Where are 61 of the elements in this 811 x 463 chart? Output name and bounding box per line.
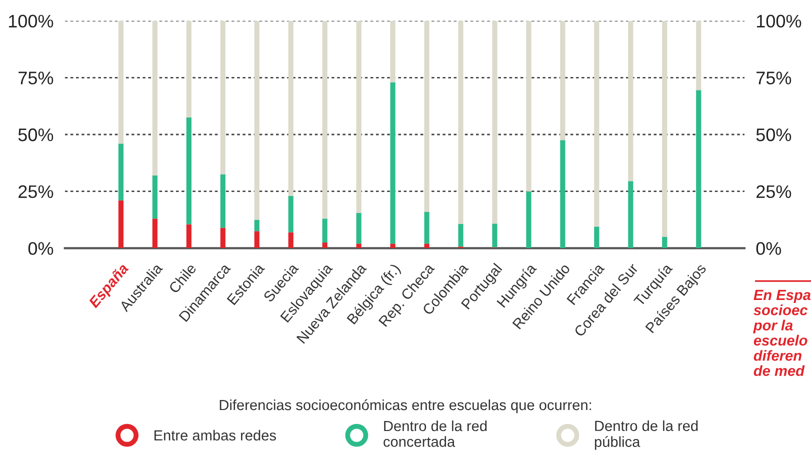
legend-label: Entre ambas redes <box>154 430 276 441</box>
bar <box>322 20 328 219</box>
y-tick-label: 50% <box>18 128 54 142</box>
y2-tick-label: 0% <box>756 242 782 255</box>
bar <box>390 82 396 244</box>
y-tick-label: 25% <box>18 185 54 198</box>
bar <box>220 20 226 174</box>
bar <box>560 140 566 248</box>
bar <box>492 224 498 248</box>
bar <box>220 228 226 248</box>
bar <box>356 212 362 244</box>
y-tick-label: 75% <box>18 72 54 84</box>
bar <box>356 244 362 248</box>
bar <box>152 20 158 176</box>
bar <box>254 20 260 220</box>
bar <box>152 175 158 219</box>
y-tick-label: 0% <box>28 242 54 255</box>
bar <box>526 191 532 248</box>
bar <box>424 212 430 244</box>
bar <box>356 20 362 213</box>
legend-title: Diferencias socioeconómicas entre escuelas que ocurren: <box>220 399 592 414</box>
bar <box>594 20 600 227</box>
bar <box>662 236 668 248</box>
bar <box>696 90 702 248</box>
bar <box>628 181 634 248</box>
bar <box>118 200 124 248</box>
bar <box>594 226 600 248</box>
legend-label: Dentro de la red concertada <box>384 420 487 447</box>
y-tick-label: 100% <box>8 14 54 28</box>
bar <box>458 224 464 247</box>
bar <box>254 220 260 232</box>
bar <box>186 20 192 118</box>
bar <box>424 244 430 248</box>
bar <box>662 20 668 237</box>
bar <box>390 20 396 82</box>
bar <box>118 20 124 144</box>
bar <box>390 244 396 248</box>
text: En Espa socioec por la escuelo diferen de med <box>753 290 811 376</box>
bar <box>118 144 124 200</box>
bar <box>186 224 192 248</box>
bar <box>288 196 294 232</box>
bar <box>220 174 226 228</box>
bar <box>492 20 498 224</box>
bar <box>288 20 294 196</box>
legend-label: Dentro de la red pública <box>594 420 698 450</box>
bar <box>696 20 702 90</box>
bar <box>526 20 532 192</box>
y2-tick-label: 50% <box>756 128 792 142</box>
y2-tick-label: 100% <box>756 14 802 28</box>
bar <box>152 218 158 248</box>
bar <box>322 242 328 248</box>
y2-tick-label: 75% <box>756 72 792 84</box>
bar <box>628 20 634 182</box>
y2-tick-label: 25% <box>756 185 792 198</box>
bar <box>458 20 464 224</box>
bar <box>288 232 294 248</box>
bar <box>322 218 328 242</box>
bar <box>186 117 192 224</box>
bar <box>424 20 430 212</box>
bar <box>254 231 260 248</box>
bar <box>560 20 566 140</box>
